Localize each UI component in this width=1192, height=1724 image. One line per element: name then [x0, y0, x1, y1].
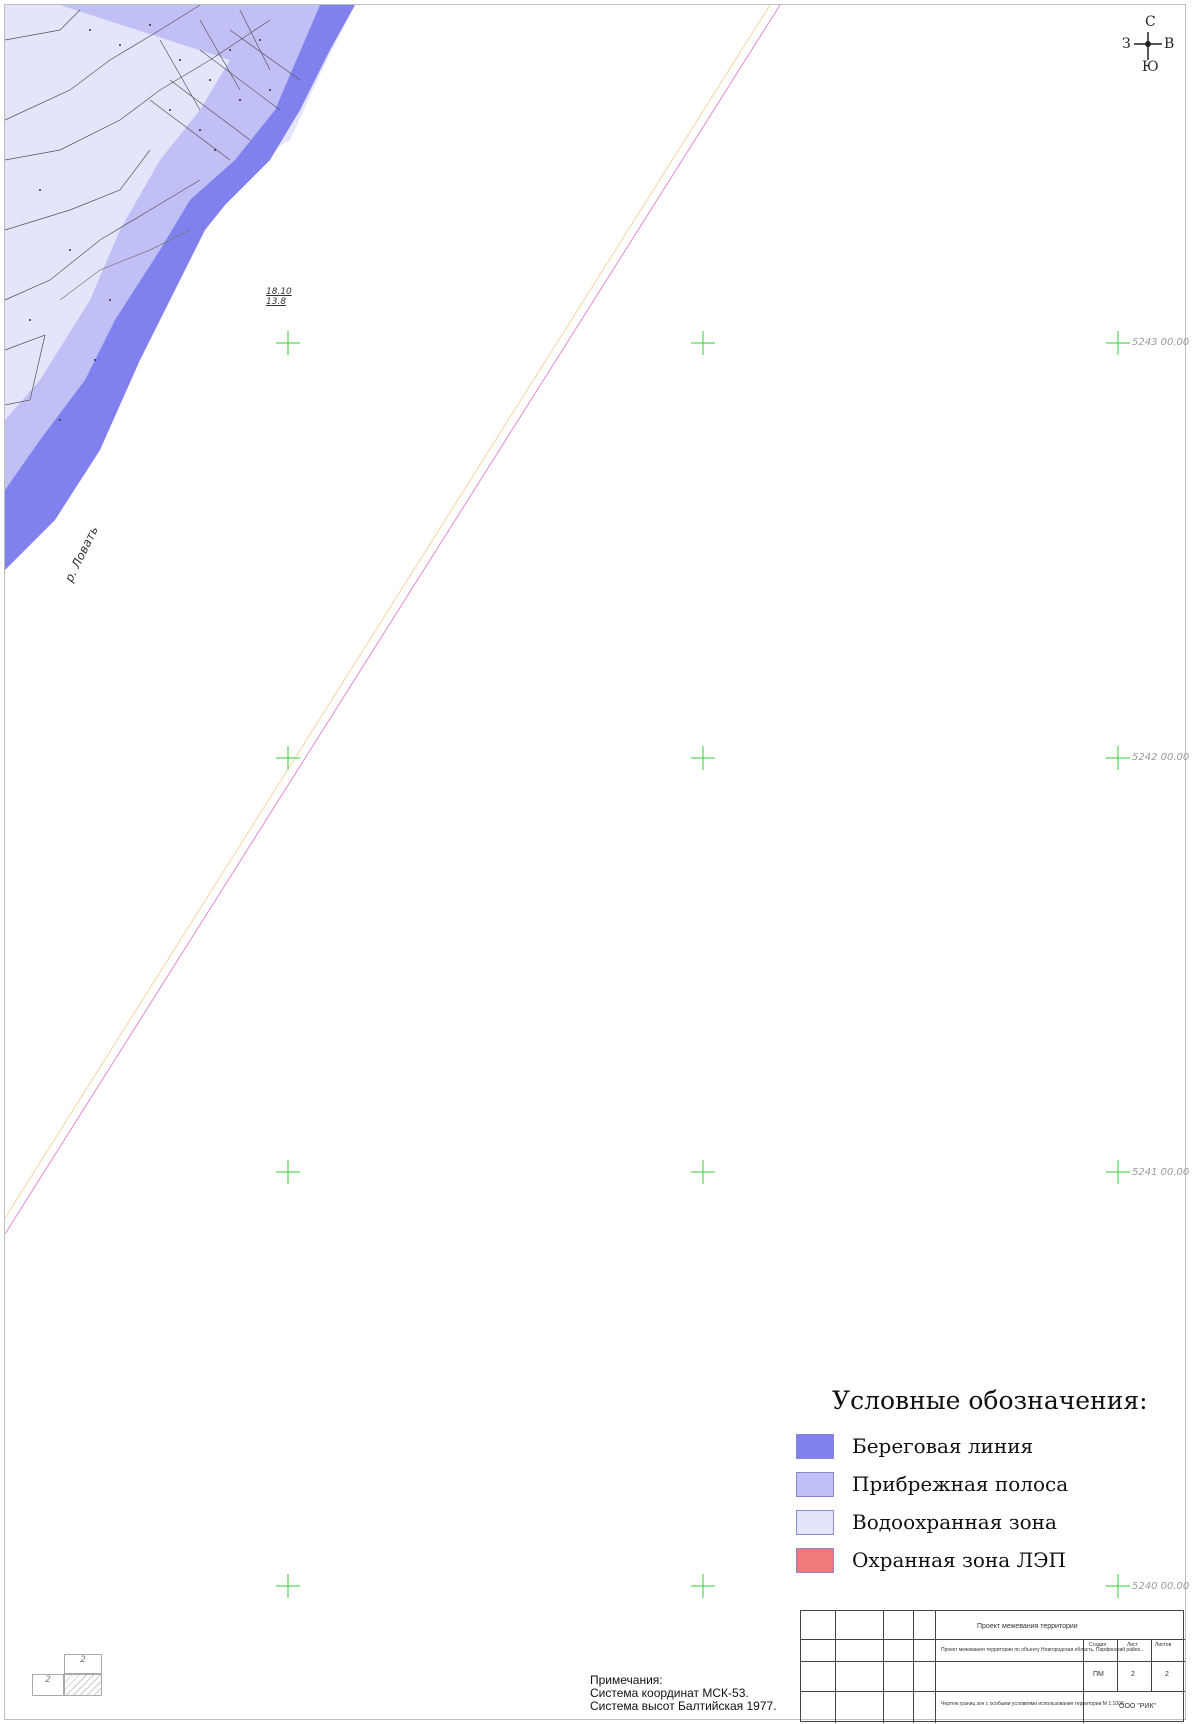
legend-label: Охранная зона ЛЭП	[852, 1548, 1066, 1572]
title-block-drawing: Чертеж границ зон с особыми условиями ис…	[941, 1701, 1124, 1707]
title-block-project: Проект межевания территории по объекту Н…	[941, 1647, 1145, 1653]
shoreline-zone	[5, 5, 355, 570]
grid-label-1: 5243 00.00	[1132, 337, 1190, 348]
title-block-stage-header: Стадия	[1089, 1642, 1107, 1648]
legend-swatch	[796, 1509, 834, 1535]
title-block-sheet-header: Лист	[1127, 1642, 1138, 1648]
compass-cross-icon	[1134, 32, 1162, 60]
legend-item-water-protection: Водоохранная зона	[796, 1503, 1176, 1541]
spot-elevation-bottom: 13.8	[266, 297, 287, 307]
notes-line: Система координат МСК-53.	[590, 1686, 749, 1700]
legend-swatch	[796, 1547, 834, 1573]
legend-item-coastal-strip: Прибрежная полоса	[796, 1465, 1176, 1503]
compass-west: З	[1122, 36, 1131, 52]
mini-stamp-hatch	[64, 1674, 102, 1696]
grid-label-4: 5240 00.00	[1132, 1581, 1190, 1592]
title-block-org: ООО "РИК"	[1119, 1703, 1157, 1710]
spot-elevation: 18.10 13.8	[266, 287, 292, 307]
legend-item-shoreline: Береговая линия	[796, 1427, 1176, 1465]
grid-crosses	[276, 331, 1130, 1598]
mini-stamp-left: 2	[32, 1674, 64, 1696]
title-block-sheet-title: Проект межевания территории	[977, 1623, 1078, 1630]
title-block-sheets-header: Листов	[1155, 1642, 1172, 1648]
north-arrow: С Ю З В	[1118, 14, 1178, 76]
legend-label: Водоохранная зона	[852, 1510, 1057, 1534]
compass-east: В	[1164, 36, 1175, 52]
sheet-frame	[4, 4, 1186, 1720]
map-legend: Условные обозначения: Береговая линия Пр…	[796, 1386, 1176, 1579]
legend-label: Прибрежная полоса	[852, 1472, 1069, 1496]
legend-title: Условные обозначения:	[832, 1386, 1148, 1415]
legend-swatch	[796, 1471, 834, 1497]
title-block-sheet: 2	[1131, 1671, 1135, 1678]
title-block: Проект межевания территории Проект межев…	[800, 1610, 1185, 1723]
compass-south: Ю	[1142, 59, 1159, 75]
grid-label-2: 5242 00.00	[1132, 752, 1190, 763]
spot-elevation-top: 18.10	[266, 287, 292, 297]
notes-line: Система высот Балтийская 1977.	[590, 1699, 777, 1713]
legend-swatch	[796, 1433, 834, 1459]
compass-north: С	[1145, 14, 1156, 30]
cadastral-parcels	[4, 4, 301, 406]
mini-stamp: 2 2	[32, 1654, 102, 1710]
hatch-dots	[29, 24, 271, 421]
power-line-boundary-2	[4, 4, 771, 1219]
legend-label: Береговая линия	[852, 1434, 1034, 1458]
legend-item-power-line: Охранная зона ЛЭП	[796, 1541, 1176, 1579]
grid-label-3: 5241 00.00	[1132, 1167, 1190, 1178]
title-block-sheets: 2	[1165, 1671, 1169, 1678]
title-block-stage: ПМ	[1093, 1671, 1104, 1678]
power-line-boundary	[4, 4, 781, 1235]
notes-heading: Примечания:	[590, 1673, 663, 1687]
mini-stamp-top: 2	[64, 1654, 102, 1674]
notes: Примечания: Система координат МСК-53. Си…	[590, 1674, 777, 1713]
